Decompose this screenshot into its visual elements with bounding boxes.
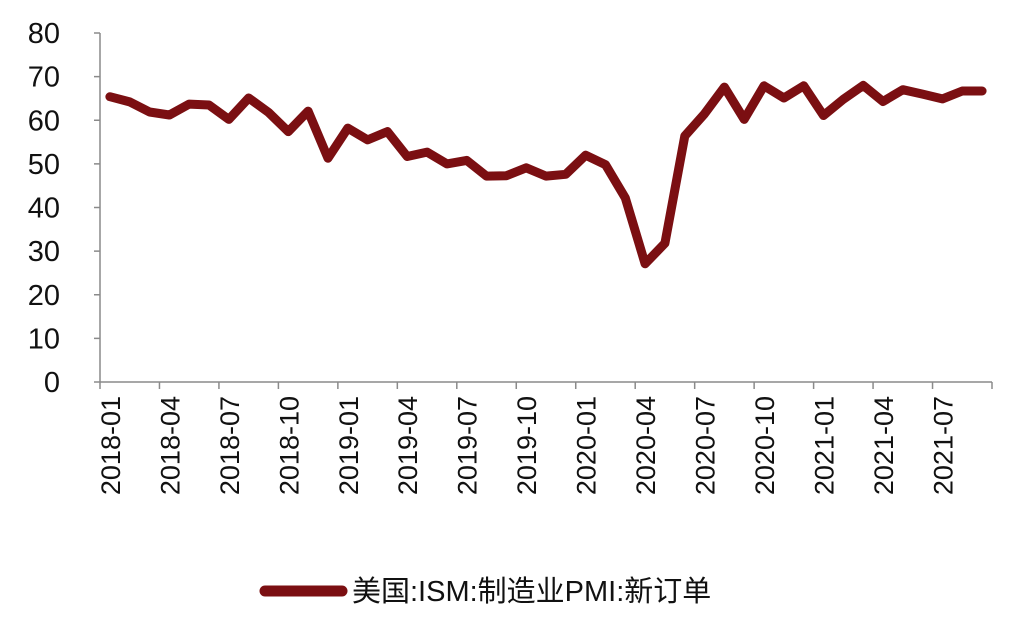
x-tick-label: 2020-10 — [750, 396, 780, 495]
data-point — [326, 156, 330, 160]
data-point — [762, 84, 766, 88]
data-point — [742, 117, 746, 121]
data-point — [207, 103, 211, 107]
data-point — [980, 89, 984, 93]
x-tick-label: 2021-01 — [810, 396, 840, 495]
data-point — [425, 150, 429, 154]
data-point — [227, 117, 231, 121]
x-tick-label: 2018-01 — [96, 396, 126, 495]
x-tick-label: 2018-10 — [274, 396, 304, 495]
data-point — [584, 153, 588, 157]
series-layer — [105, 80, 987, 269]
data-point — [623, 196, 627, 200]
y-tick-label: 80 — [28, 18, 60, 50]
x-tick-label: 2019-10 — [512, 396, 542, 495]
data-point — [544, 174, 548, 178]
data-point — [128, 100, 132, 104]
data-point — [881, 99, 885, 103]
y-tick-label: 60 — [28, 105, 60, 137]
y-tick-label: 10 — [28, 323, 60, 355]
data-point — [286, 130, 290, 134]
axes: 0 10 20 30 40 50 60 70 80 2018-01 2018-04 2018-07 20… — [28, 18, 993, 495]
data-point — [940, 97, 944, 101]
data-point — [405, 154, 409, 158]
data-point — [148, 110, 152, 114]
data-point — [802, 84, 806, 88]
data-point — [603, 163, 607, 167]
data-point — [841, 97, 845, 101]
x-tick-label: 2018-07 — [215, 396, 245, 495]
data-point — [564, 172, 568, 176]
data-point — [266, 110, 270, 114]
data-point — [346, 126, 350, 130]
y-tick-label: 40 — [28, 193, 60, 225]
data-point — [247, 96, 251, 100]
data-point — [465, 158, 469, 162]
y-tick-label: 20 — [28, 280, 60, 312]
data-point — [385, 130, 389, 134]
data-point — [485, 174, 489, 178]
data-point — [445, 162, 449, 166]
data-point — [306, 109, 310, 113]
y-tick-label: 70 — [28, 62, 60, 94]
data-point — [187, 102, 191, 106]
y-tick-label: 30 — [28, 236, 60, 268]
data-point — [663, 241, 667, 245]
data-point — [108, 95, 112, 99]
y-tick-label: 50 — [28, 149, 60, 181]
x-tick-label: 2021-07 — [928, 396, 958, 495]
x-tick-label: 2020-01 — [572, 396, 602, 495]
x-tick-label: 2019-01 — [334, 396, 364, 495]
x-tick-label: 2020-07 — [691, 396, 721, 495]
data-point — [822, 113, 826, 117]
x-tick-label: 2018-04 — [155, 396, 185, 495]
data-point — [861, 83, 865, 87]
data-point — [782, 96, 786, 100]
legend: 美国:ISM:制造业PMI:新订单 — [259, 575, 711, 608]
data-point — [683, 134, 687, 138]
data-point — [703, 112, 707, 116]
data-point — [722, 85, 726, 89]
data-point — [960, 89, 964, 93]
x-tick-label: 2019-04 — [393, 396, 423, 495]
x-tick-label: 2019-07 — [453, 396, 483, 495]
legend-label: 美国:ISM:制造业PMI:新订单 — [352, 575, 711, 608]
data-point — [901, 88, 905, 92]
y-tick-label: 0 — [44, 367, 60, 399]
data-point — [504, 174, 508, 178]
x-tick-label: 2021-04 — [869, 396, 899, 495]
data-point — [167, 113, 171, 117]
x-tick-label: 2020-04 — [631, 396, 661, 495]
data-point — [524, 166, 528, 170]
data-point — [366, 138, 370, 142]
data-point — [643, 262, 647, 266]
data-point — [921, 92, 925, 96]
